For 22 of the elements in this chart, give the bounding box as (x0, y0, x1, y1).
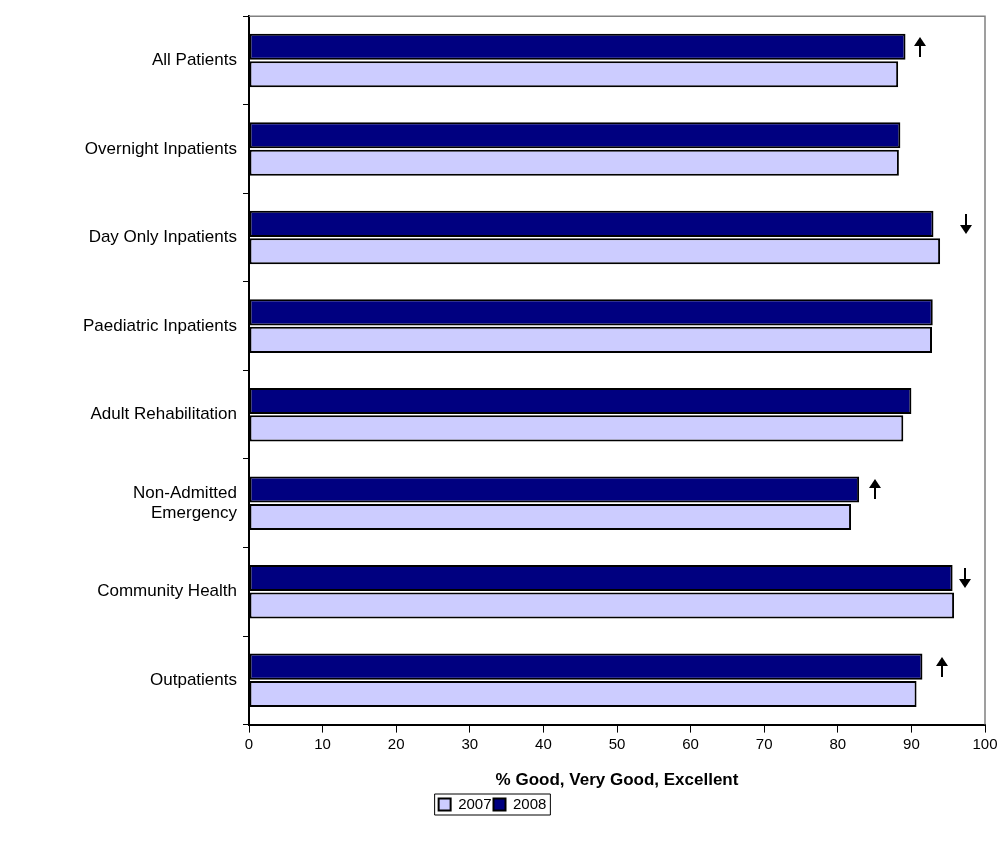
y-tick-label: Day Only Inpatients (88, 227, 237, 247)
y-tick-label: Paediatric Inpatients (82, 315, 237, 335)
x-tick-label: 50 (608, 734, 626, 752)
x-tick-label: 100 (972, 734, 998, 752)
x-tick-label: 90 (903, 734, 920, 752)
x-tick-label: 10 (314, 734, 331, 752)
x-tick-label: 20 (387, 734, 405, 752)
x-tick-label: 80 (829, 734, 847, 752)
y-tick-label: Non-Admitted Emergency (133, 482, 238, 523)
x-tick-label: 70 (755, 734, 773, 752)
y-tick-label: Adult Rehabilitation (90, 404, 237, 424)
legend-label: 2007 (458, 794, 492, 812)
x-axis-title: % Good, Very Good, Excellent (495, 770, 739, 790)
y-tick-label: Outpatients (150, 670, 237, 690)
x-tick-label: 0 (244, 734, 254, 752)
y-tick-label: Community Health (97, 581, 237, 601)
legend-label: 2008 (513, 794, 547, 812)
y-tick-label: All Patients (151, 50, 237, 70)
x-tick-label: 30 (461, 734, 479, 752)
x-tick-label: 60 (682, 734, 699, 752)
x-tick-label: 40 (535, 734, 552, 752)
y-tick-label: Overnight Inpatients (84, 138, 237, 158)
